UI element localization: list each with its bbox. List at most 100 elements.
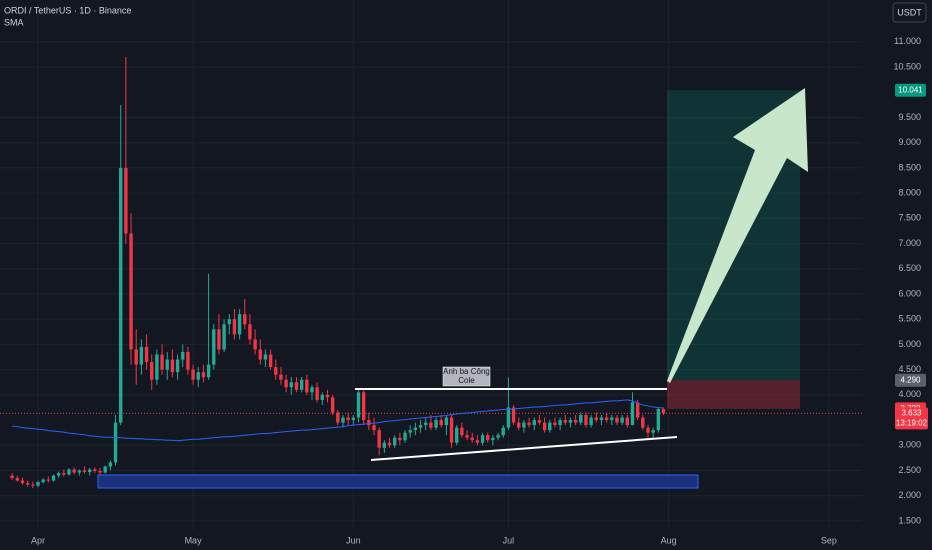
candle-body (656, 408, 661, 431)
candle-body (25, 483, 30, 485)
candle-body (217, 329, 221, 350)
candle-body (310, 387, 314, 393)
candle-body (584, 415, 588, 426)
target-label: 10.041 (898, 85, 923, 94)
candle-body (155, 354, 159, 380)
candle-body (274, 367, 278, 375)
candle-body (330, 397, 335, 413)
y-tick-label: 2.000 (898, 490, 921, 500)
candle-body (222, 324, 226, 350)
stop-zone (667, 380, 800, 409)
candle-body (253, 339, 257, 350)
candle-body (56, 473, 61, 476)
candle-body (429, 422, 433, 428)
y-tick-label: 2.500 (898, 465, 921, 475)
x-tick-label: May (185, 535, 203, 545)
candle-body (72, 469, 76, 473)
candle-body (449, 417, 454, 443)
candle-body (20, 480, 25, 484)
y-tick-label: 5.000 (898, 339, 921, 349)
candle-body (336, 412, 340, 423)
candle-body (196, 372, 200, 380)
candle-body (573, 420, 578, 423)
candle-body (67, 469, 71, 475)
entry-label: 4.290 (900, 375, 921, 384)
y-tick-label: 8.000 (898, 188, 921, 198)
candle-body (646, 427, 650, 433)
currency-button[interactable] (892, 2, 927, 23)
candle-body (346, 417, 350, 421)
candle-body (491, 437, 495, 441)
entry-label-box (895, 373, 926, 387)
candle-body (356, 392, 361, 418)
candle-body (134, 349, 138, 365)
candle-body (625, 417, 630, 426)
candle-body (413, 427, 418, 431)
candle-body (465, 435, 469, 438)
y-tick-label: 5.500 (898, 314, 921, 324)
candle-body (496, 435, 500, 438)
candle-body (568, 420, 573, 423)
candle-body (522, 422, 526, 428)
plot-area (0, 0, 862, 530)
candle-body (424, 422, 428, 426)
annotation-text: Cole (458, 376, 475, 385)
candle-body (367, 420, 371, 426)
last-price-box (895, 407, 928, 430)
candle-body (124, 167, 128, 234)
currency-label[interactable]: USDT (897, 7, 922, 17)
candle-body (103, 466, 107, 473)
candle-body (537, 420, 542, 423)
candle-body (532, 420, 536, 426)
candle-body (212, 329, 216, 365)
annotation-text: Anh ba Công (443, 367, 490, 376)
y-tick-label: 11.000 (894, 36, 921, 46)
candle-body (610, 417, 614, 421)
candle-body (119, 167, 123, 423)
candle-body (444, 417, 449, 426)
candle-body (248, 324, 252, 340)
candle-body (548, 422, 552, 431)
support-trendline (370, 436, 678, 461)
candle-body (434, 420, 438, 428)
candle-body (10, 475, 14, 479)
y-tick-label: 7.000 (898, 238, 921, 248)
candle-body (82, 470, 87, 473)
candle-body (320, 394, 325, 400)
candle-body (258, 349, 262, 360)
candle-body (635, 402, 640, 418)
y-tick-label: 10.500 (893, 61, 921, 71)
candle-body (77, 470, 82, 473)
candle-body (460, 427, 464, 436)
candle-body (170, 359, 175, 373)
candle-body (201, 372, 206, 378)
candle-body (341, 417, 345, 423)
candle-body (325, 394, 330, 398)
candle-body (527, 422, 531, 426)
candle-body (227, 319, 231, 325)
candle-body (418, 425, 423, 428)
candle-body (382, 442, 387, 448)
candle-body (361, 392, 366, 421)
candle-body (604, 417, 609, 421)
candle-body (36, 482, 40, 486)
candle-body (41, 479, 45, 483)
candle-body (243, 314, 247, 325)
candle-body (139, 346, 144, 365)
countdown-label: 13:19:02 (896, 418, 928, 427)
candle-body (186, 351, 190, 370)
candle-body (470, 437, 474, 441)
y-tick-label: 6.000 (898, 288, 921, 298)
candle-body (268, 354, 273, 368)
candle-body (563, 420, 567, 423)
candle-body (651, 430, 655, 433)
candle-body (305, 379, 309, 393)
y-tick-label: 9.000 (898, 137, 921, 147)
candle-body (542, 422, 547, 431)
candle-body (279, 374, 283, 380)
candle-body (377, 430, 381, 448)
x-tick-label: Aug (661, 535, 677, 545)
